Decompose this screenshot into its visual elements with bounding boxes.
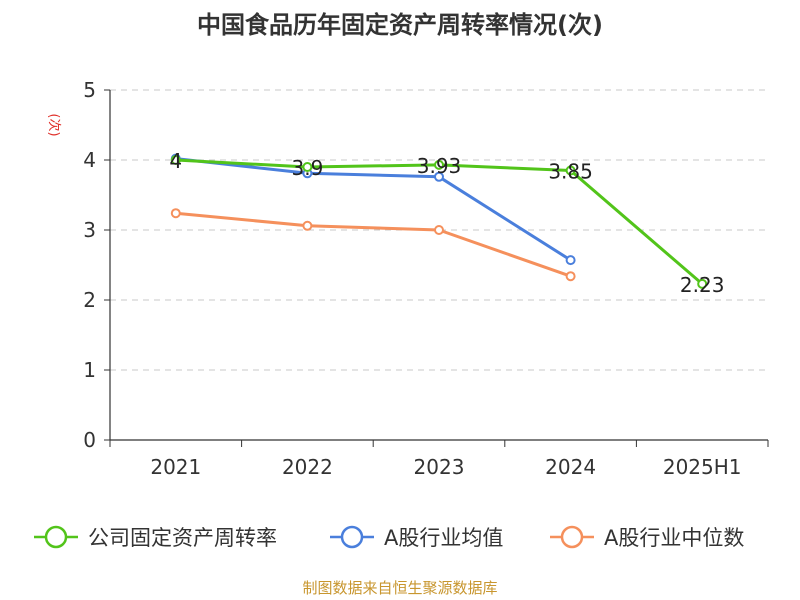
legend[interactable]: 公司固定资产周转率 A股行业均值 A股行业中位数 bbox=[34, 525, 744, 550]
y-tick-label: 5 bbox=[83, 78, 96, 102]
data-point[interactable] bbox=[565, 255, 576, 266]
y-tick-label: 4 bbox=[83, 148, 96, 172]
legend-item[interactable]: 公司固定资产周转率 bbox=[34, 525, 277, 550]
data-label: 4 bbox=[169, 149, 182, 173]
legend-marker-icon bbox=[44, 525, 68, 549]
x-tick-label: 2021 bbox=[150, 455, 201, 479]
y-tick-label: 3 bbox=[83, 218, 96, 242]
y-tick-label: 0 bbox=[83, 428, 96, 452]
legend-label: A股行业中位数 bbox=[604, 526, 744, 550]
legend-marker-icon bbox=[340, 525, 364, 549]
data-point[interactable] bbox=[170, 208, 181, 219]
data-point[interactable] bbox=[170, 155, 181, 165]
source-note: 制图数据来自恒生聚源数据库 bbox=[302, 579, 497, 597]
legend-item[interactable]: A股行业均值 bbox=[330, 525, 503, 550]
x-tick-label: 2025H1 bbox=[663, 455, 742, 479]
series-line bbox=[175, 157, 572, 262]
legend-label: 公司固定资产周转率 bbox=[88, 526, 277, 550]
series-line bbox=[175, 211, 572, 278]
data-label: 3.93 bbox=[417, 154, 462, 178]
legend-label: A股行业均值 bbox=[384, 526, 503, 550]
data-point[interactable] bbox=[565, 271, 576, 282]
data-point[interactable] bbox=[434, 171, 444, 182]
y-tick-label: 2 bbox=[83, 288, 96, 312]
data-labels: 4 3.9 3.93 3.85 2.23 bbox=[169, 149, 724, 297]
y-tick-label: 1 bbox=[83, 358, 96, 382]
data-label: 3.85 bbox=[548, 160, 593, 184]
data-point[interactable] bbox=[434, 159, 444, 170]
series bbox=[170, 153, 708, 289]
x-tick-label: 2023 bbox=[414, 455, 465, 479]
legend-marker-icon bbox=[560, 525, 584, 549]
x-tick-label: 2024 bbox=[545, 455, 596, 479]
legend-item[interactable]: A股行业中位数 bbox=[550, 525, 744, 550]
data-label: 2.23 bbox=[680, 273, 725, 297]
y-axis-label: (次) bbox=[46, 113, 62, 136]
data-point[interactable] bbox=[565, 165, 576, 176]
data-point[interactable] bbox=[434, 225, 444, 235]
axes: 0 1 2 3 4 5 2021 2022 2023 2024 2025H1 bbox=[83, 78, 769, 479]
data-point[interactable] bbox=[302, 162, 313, 172]
chart-title: 中国食品历年固定资产周转率情况(次) bbox=[197, 11, 603, 39]
data-point[interactable] bbox=[697, 278, 708, 289]
x-tick-label: 2022 bbox=[282, 455, 333, 479]
data-point[interactable] bbox=[302, 220, 313, 231]
data-label: 3.9 bbox=[291, 156, 323, 180]
